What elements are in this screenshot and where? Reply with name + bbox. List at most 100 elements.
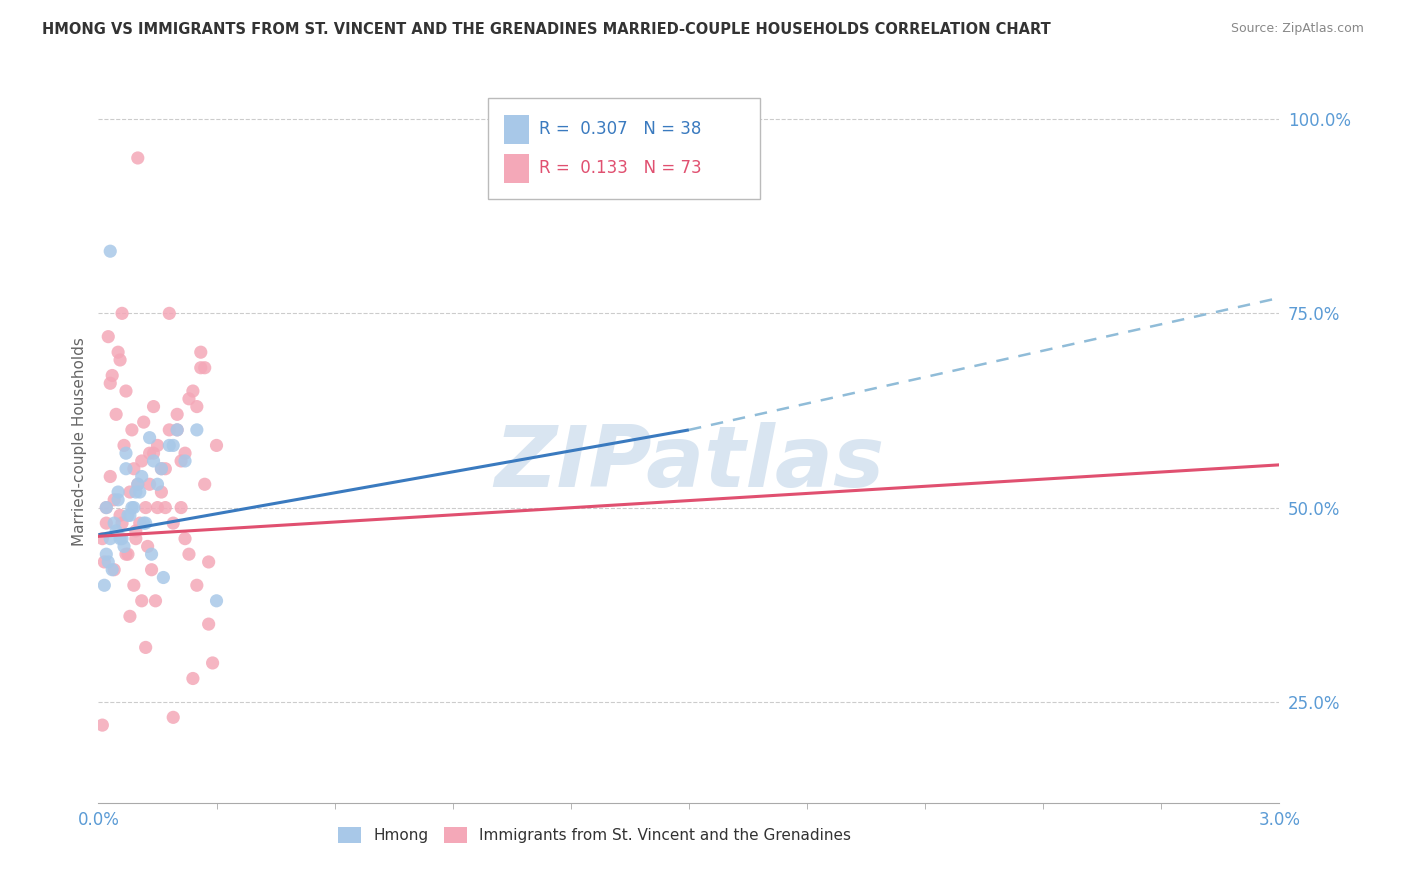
Point: [108, 532, 131, 546]
Text: Source: ZipAtlas.com: Source: ZipAtlas.com: [1230, 22, 1364, 36]
Point: [101, 563, 124, 577]
Point: [122, 461, 145, 475]
Point: [122, 578, 145, 592]
Point: [118, 508, 141, 523]
Point: [135, 500, 157, 515]
Point: [197, 555, 219, 569]
Point: [162, 710, 184, 724]
Point: [121, 500, 143, 515]
Point: [177, 392, 200, 406]
Point: [122, 500, 145, 515]
Point: [98, 244, 121, 259]
Point: [166, 408, 188, 422]
Point: [115, 461, 138, 475]
Point: [150, 485, 173, 500]
Point: [136, 540, 159, 554]
Point: [115, 547, 138, 561]
Point: [152, 570, 174, 584]
Point: [91, 532, 114, 546]
Point: [96, 516, 118, 530]
Legend: Hmong, Immigrants from St. Vincent and the Grenadines: Hmong, Immigrants from St. Vincent and t…: [332, 822, 856, 849]
Point: [131, 594, 153, 608]
Point: [91, 718, 114, 732]
Point: [98, 376, 121, 391]
Point: [138, 431, 160, 445]
Point: [150, 461, 173, 475]
Point: [115, 446, 138, 460]
Point: [118, 485, 141, 500]
Point: [111, 306, 134, 320]
Point: [125, 532, 148, 546]
Point: [135, 516, 157, 530]
Point: [177, 547, 200, 561]
FancyBboxPatch shape: [488, 98, 759, 200]
Point: [108, 508, 131, 523]
Point: [197, 617, 219, 632]
Point: [166, 423, 188, 437]
Point: [142, 400, 165, 414]
FancyBboxPatch shape: [503, 154, 530, 183]
Point: [174, 446, 197, 460]
Point: [190, 345, 212, 359]
Point: [112, 438, 135, 452]
Point: [127, 477, 149, 491]
Point: [105, 524, 128, 538]
Point: [98, 532, 121, 546]
Point: [115, 384, 138, 398]
Point: [93, 578, 115, 592]
Point: [146, 438, 169, 452]
Point: [162, 516, 184, 530]
Point: [157, 438, 180, 452]
Point: [103, 516, 125, 530]
Point: [174, 454, 197, 468]
Point: [121, 423, 143, 437]
Point: [162, 438, 184, 452]
Point: [125, 524, 148, 538]
Point: [111, 532, 134, 546]
Point: [111, 516, 134, 530]
Point: [107, 492, 129, 507]
Point: [131, 469, 153, 483]
FancyBboxPatch shape: [503, 115, 530, 144]
Point: [186, 400, 208, 414]
Point: [103, 563, 125, 577]
Point: [146, 500, 169, 515]
Point: [190, 360, 212, 375]
Point: [194, 360, 217, 375]
Point: [127, 477, 149, 491]
Point: [101, 368, 124, 383]
Point: [98, 469, 121, 483]
Point: [157, 306, 180, 320]
Point: [112, 540, 135, 554]
Point: [128, 485, 150, 500]
Point: [166, 423, 188, 437]
Point: [118, 609, 141, 624]
Point: [170, 500, 193, 515]
Text: R =  0.133   N = 73: R = 0.133 N = 73: [538, 160, 702, 178]
Point: [186, 423, 208, 437]
Point: [132, 415, 155, 429]
Point: [155, 461, 177, 475]
Point: [194, 477, 217, 491]
Point: [141, 547, 163, 561]
Point: [138, 446, 160, 460]
Point: [96, 500, 118, 515]
Point: [128, 516, 150, 530]
Point: [117, 508, 139, 523]
Point: [201, 656, 224, 670]
Point: [93, 555, 115, 569]
Point: [107, 485, 129, 500]
Point: [205, 594, 228, 608]
Point: [142, 454, 165, 468]
Point: [127, 151, 149, 165]
Text: R =  0.307   N = 38: R = 0.307 N = 38: [538, 120, 702, 138]
Point: [107, 345, 129, 359]
Point: [146, 477, 169, 491]
Point: [181, 672, 204, 686]
Point: [97, 555, 120, 569]
Text: ZIPatlas: ZIPatlas: [494, 422, 884, 505]
Point: [142, 446, 165, 460]
Point: [141, 563, 163, 577]
Point: [157, 423, 180, 437]
Point: [117, 547, 139, 561]
